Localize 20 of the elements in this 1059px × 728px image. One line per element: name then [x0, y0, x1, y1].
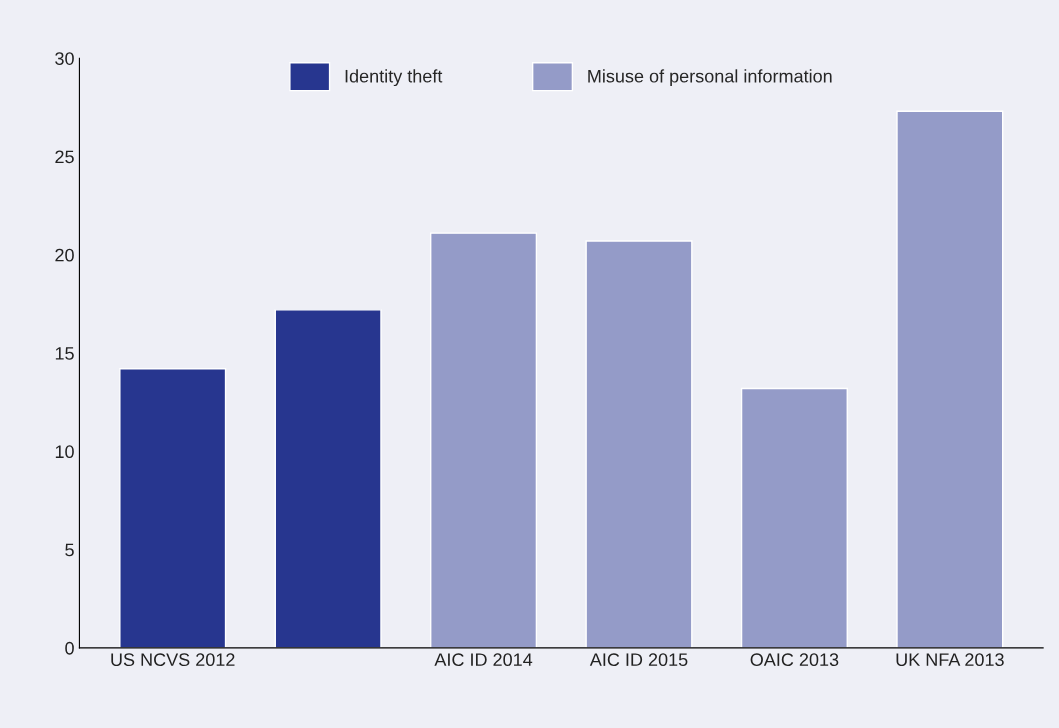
bar: [430, 232, 538, 648]
bar: [896, 110, 1004, 648]
legend-label: Misuse of personal information: [588, 69, 832, 87]
bar: [119, 368, 227, 648]
y-tick-label: 10: [55, 445, 74, 459]
x-tick-label: OAIC 2013: [750, 653, 839, 667]
y-tick-label: 20: [55, 248, 74, 262]
x-tick-label: US NCVS 2012: [111, 653, 235, 667]
x-tick-label: AIC ID 2015: [589, 653, 688, 667]
y-tick-label: 15: [55, 347, 74, 360]
x-tick-label: UK NFA 2013: [896, 653, 1004, 667]
y-tick-label: 0: [65, 641, 74, 655]
y-tick-label: 30: [55, 52, 74, 65]
bar: [740, 387, 848, 648]
y-tick-label: 25: [55, 150, 74, 164]
bar: [274, 309, 382, 648]
bar: [585, 240, 693, 648]
y-tick-label: 5: [65, 543, 74, 557]
x-tick-label: AIC ID 2014: [434, 653, 533, 667]
legend-label: Identity theft: [345, 69, 443, 87]
